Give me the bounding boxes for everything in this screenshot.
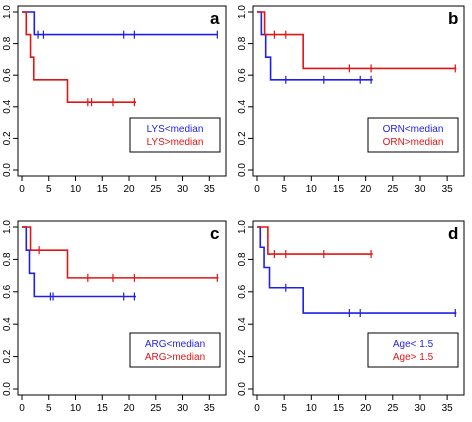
y-tick-label: 0.4 [237, 99, 248, 113]
y-tick-label: 1.0 [237, 220, 248, 234]
plot-frame [17, 5, 227, 177]
y-tick-label: 0.6 [237, 284, 248, 298]
x-tick-label: 30 [177, 403, 189, 414]
survival-curve-blue [257, 11, 373, 81]
y-tick-label: 0.4 [2, 99, 13, 113]
legend-entry: ORN<median [383, 124, 444, 135]
y-tick-label: 0.8 [237, 252, 248, 266]
legend-entry: Age< 1.5 [393, 339, 434, 350]
panel-c: 0 5 10 15 20 25 30 35 0.0 0.2 0.4 0.6 0.8 1.0 c ARG<med… [2, 220, 227, 414]
x-tick-label: 0 [254, 403, 260, 414]
survival-curve-red [22, 11, 136, 104]
y-tick-label: 1.0 [2, 5, 13, 19]
plot-frame [252, 5, 465, 177]
survival-curve-red [257, 226, 373, 255]
x-tick-label: 30 [414, 403, 426, 414]
y-tick-label: 0.8 [2, 36, 13, 50]
legend-box [129, 332, 221, 368]
legend-entry: ARG<median [145, 339, 205, 350]
legend: ORN<median ORN>median [367, 117, 459, 153]
y-tick-label: 0.2 [237, 131, 248, 145]
panel-d: 0 5 10 15 20 25 30 35 0.0 0.2 0.4 0.6 0.8 1.0 d Age< 1.… [237, 220, 465, 414]
panel-letter: d [448, 224, 458, 243]
x-tick-label: 30 [414, 184, 426, 195]
plot-frame [17, 220, 227, 396]
x-tick-label: 10 [306, 403, 318, 414]
legend-box [129, 117, 221, 153]
x-tick-label: 35 [442, 403, 454, 414]
x-tick-label: 20 [123, 403, 135, 414]
panel-letter: c [210, 224, 219, 243]
y-tick-label: 0.2 [237, 349, 248, 363]
x-tick-label: 15 [97, 403, 109, 414]
y-tick-label: 0.6 [2, 284, 13, 298]
y-tick-label: 0.8 [237, 36, 248, 50]
x-tick-label: 25 [150, 403, 162, 414]
x-tick-label: 25 [387, 184, 399, 195]
x-tick-label: 0 [254, 184, 260, 195]
x-tick-label: 30 [177, 184, 189, 195]
x-tick-label: 15 [333, 403, 345, 414]
legend-entry: Age> 1.5 [393, 352, 434, 363]
panel-b: 0 5 10 15 20 25 30 35 0.0 0.2 0.4 0.6 0.8 1.0 b ORN<med… [237, 5, 465, 195]
survival-curve-red [22, 226, 219, 279]
y-tick-label: 0.6 [237, 68, 248, 82]
legend: ARG<median ARG>median [129, 332, 221, 368]
legend-entry: LYS>median [147, 137, 204, 148]
y-tick-label: 0.8 [2, 252, 13, 266]
x-tick-label: 5 [281, 184, 287, 195]
y-tick-label: 0.0 [2, 163, 13, 177]
legend: LYS<median LYS>median [129, 117, 221, 153]
panel-letter: a [210, 9, 220, 28]
x-tick-label: 15 [333, 184, 345, 195]
y-tick-label: 1.0 [237, 5, 248, 19]
x-tick-label: 35 [204, 403, 216, 414]
survival-curve-blue [22, 11, 218, 36]
x-tick-label: 5 [281, 403, 287, 414]
x-tick-label: 10 [70, 184, 82, 195]
x-tick-label: 20 [123, 184, 135, 195]
plot-frame [252, 220, 465, 396]
legend: Age< 1.5 Age> 1.5 [367, 332, 459, 368]
legend-entry: ORN>median [383, 137, 444, 148]
y-tick-label: 0.0 [237, 382, 248, 396]
y-tick-label: 0.4 [2, 317, 13, 331]
y-tick-label: 0.0 [2, 382, 13, 396]
y-tick-label: 0.4 [237, 317, 248, 331]
x-tick-label: 10 [306, 184, 318, 195]
panel-a: 0 5 10 15 20 25 30 35 0.0 0.2 0.4 0.6 0.8 1.0 a LYS<med… [2, 5, 227, 195]
x-tick-label: 25 [387, 403, 399, 414]
x-tick-label: 35 [442, 184, 454, 195]
x-tick-label: 0 [19, 403, 25, 414]
legend-box [367, 332, 459, 368]
survival-curve-blue [257, 226, 457, 314]
survival-curve-blue [22, 226, 136, 298]
x-tick-label: 25 [150, 184, 162, 195]
legend-entry: LYS<median [147, 124, 204, 135]
x-tick-label: 20 [360, 184, 372, 195]
x-tick-label: 5 [46, 403, 52, 414]
legend-entry: ARG>median [145, 352, 205, 363]
y-tick-label: 0.6 [2, 68, 13, 82]
y-tick-label: 1.0 [2, 220, 13, 234]
x-tick-label: 35 [204, 184, 216, 195]
panel-letter: b [448, 9, 458, 28]
x-tick-label: 5 [46, 184, 52, 195]
y-tick-label: 0.2 [2, 349, 13, 363]
y-tick-label: 0.2 [2, 131, 13, 145]
x-tick-label: 10 [70, 403, 82, 414]
legend-box [367, 117, 459, 153]
y-tick-label: 0.0 [237, 163, 248, 177]
x-tick-label: 20 [360, 403, 372, 414]
x-tick-label: 0 [19, 184, 25, 195]
survival-curve-red [257, 11, 457, 70]
x-tick-label: 15 [97, 184, 109, 195]
